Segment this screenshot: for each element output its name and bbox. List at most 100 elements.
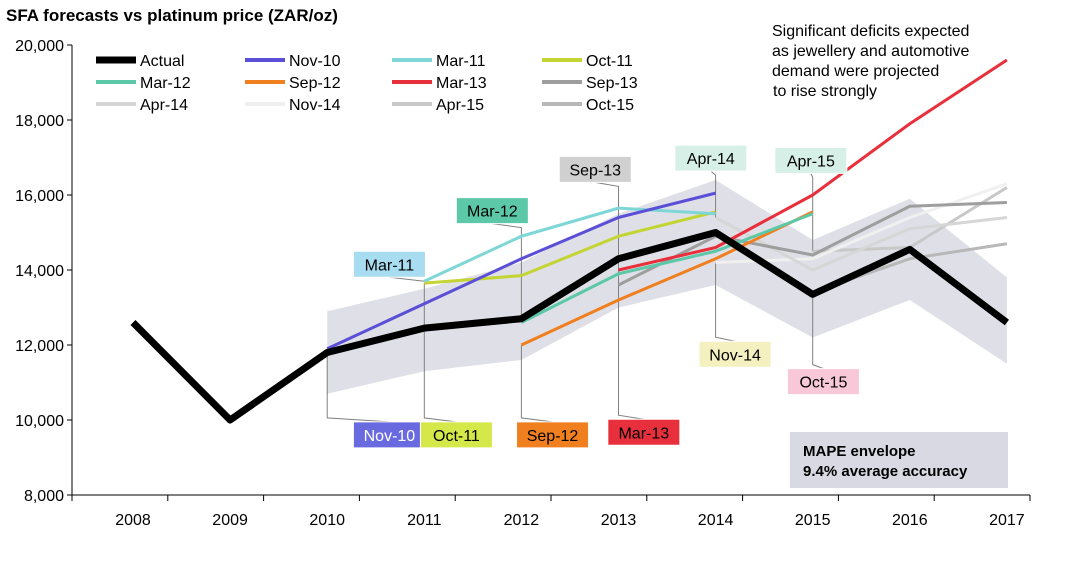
callout-mar-12: Mar-12 (455, 197, 529, 225)
callout-sep-12: Sep-12 (516, 421, 590, 449)
callout-leader (389, 276, 425, 282)
legend-label: Sep-13 (586, 75, 638, 92)
y-tick-label: 14,000 (15, 263, 64, 280)
callout-leader (326, 352, 390, 423)
legend-item-mar-12: Mar-12 (96, 75, 191, 92)
series-line-apr-14 (714, 216, 1008, 272)
callout-leader (595, 181, 619, 285)
legend-label: Apr-15 (436, 97, 484, 114)
y-tick-label: 16,000 (15, 188, 64, 205)
mape-title: MAPE envelope (803, 443, 916, 460)
envelope-band (327, 180, 1007, 394)
callout-labels: Nov-10 Mar-11 Oct-11 Mar-12 Sep-12 Mar-13 Sep-… (352, 144, 860, 449)
callout-label: Sep-13 (569, 162, 621, 179)
callout-nov-14: Nov-14 (698, 340, 772, 368)
y-tick-label: 18,000 (15, 113, 64, 130)
annotation-line: as jewellery and automotive (772, 43, 970, 60)
x-tick-label: 2013 (601, 512, 637, 529)
chart-title: SFA forecasts vs platinum price (ZAR/oz) (6, 6, 338, 25)
callout-label: Mar-12 (467, 204, 518, 221)
annotation-line: demand were projected (772, 63, 939, 80)
callout-box (419, 421, 493, 449)
x-tick-label: 2012 (504, 512, 540, 529)
callout-label: Oct-11 (433, 428, 480, 445)
series-lines (130, 58, 1010, 424)
series-line-nov-10 (326, 191, 716, 351)
callout-label: Nov-10 (364, 428, 416, 445)
x-tick-label: 2014 (698, 512, 734, 529)
legend-item-oct-11: Oct-11 (542, 53, 633, 70)
callout-mar-11: Mar-11 (352, 250, 426, 278)
x-tick-label: 2011 (407, 512, 442, 529)
annotation-line: Significant deficits expected (772, 23, 969, 40)
legend-item-nov-10: Nov-10 (245, 53, 341, 70)
y-tick-label: 12,000 (15, 338, 64, 355)
x-tick-label: 2017 (989, 512, 1025, 529)
axes: 8,000 10,000 12,000 14,000 16,000 18,000 20,00… (15, 38, 1031, 529)
legend-item-sep-13: Sep-13 (542, 75, 638, 92)
callout-oct-11: Oct-11 (419, 421, 493, 449)
legend-item-mar-13: Mar-13 (392, 75, 487, 92)
callout-label: Oct-15 (799, 375, 847, 392)
legend-item-apr-14: Apr-14 (96, 97, 188, 114)
callout-box (558, 155, 632, 183)
callout-box (774, 146, 848, 174)
y-tick-label: 10,000 (15, 413, 64, 430)
series-line-oct-11 (424, 210, 716, 285)
series-line-sep-13 (617, 201, 1007, 287)
mape-label: MAPE envelope 9.4% average accuracy (790, 432, 1008, 488)
callout-leader (812, 292, 824, 370)
legend-item-sep-12: Sep-12 (245, 75, 341, 92)
mape-box (790, 432, 1008, 488)
callout-box (455, 197, 529, 225)
callout-box (674, 144, 748, 172)
legend-label: Actual (140, 53, 184, 70)
legend-label: Mar-12 (140, 75, 191, 92)
legend-item-mar-11: Mar-11 (392, 53, 486, 70)
series-line-mar-13 (618, 58, 1008, 272)
callout-leader (715, 262, 736, 342)
series-line-sep-12 (520, 210, 814, 347)
callout-oct-15: Oct-15 (786, 368, 860, 396)
callout-label: Mar-13 (618, 425, 669, 442)
callout-box (698, 340, 772, 368)
callout-mar-13: Mar-13 (607, 418, 681, 446)
deficit-annotation: Significant deficits expected as jeweller… (772, 23, 970, 100)
x-tick-label: 2009 (212, 512, 248, 529)
annotation-line: to rise strongly (773, 83, 877, 100)
callout-box (607, 418, 681, 446)
callout-box (516, 421, 590, 449)
callout-apr-14: Apr-14 (674, 144, 748, 172)
callout-leader (618, 270, 644, 420)
callout-label: Nov-14 (709, 347, 761, 364)
legend-item-nov-14: Nov-14 (245, 97, 341, 114)
y-tick-label: 8,000 (24, 488, 64, 505)
mape-accuracy: 9.4% average accuracy (803, 463, 968, 480)
callout-leader (810, 173, 814, 252)
legend-label: Mar-13 (436, 75, 487, 92)
x-tick-label: 2015 (795, 512, 831, 529)
callout-label: Sep-12 (527, 428, 579, 445)
x-tick-label: 2010 (309, 512, 345, 529)
mape-envelope (327, 180, 1007, 394)
series-line-mar-12 (520, 212, 814, 324)
callout-box (786, 368, 860, 396)
callout-box (352, 250, 426, 278)
legend-item-actual: Actual (96, 53, 184, 70)
callout-label: Mar-11 (365, 257, 415, 274)
legend-label: Nov-14 (289, 97, 341, 114)
legend-label: Apr-14 (140, 97, 188, 114)
legend-label: Oct-11 (586, 53, 633, 70)
legend-label: Mar-11 (436, 53, 486, 70)
callout-leader (710, 170, 717, 218)
x-tick-label: 2016 (892, 512, 928, 529)
legend-label: Oct-15 (586, 97, 634, 114)
legend-label: Sep-12 (289, 75, 341, 92)
callout-label: Apr-15 (787, 153, 835, 170)
legend: Actual Nov-10 Mar-11 Oct-11 Mar-12 Sep-12 Mar-… (96, 53, 638, 114)
legend-item-apr-15: Apr-15 (392, 97, 484, 114)
callout-leader (520, 345, 553, 423)
y-tick-label: 20,000 (15, 38, 64, 55)
callout-apr-15: Apr-15 (774, 146, 848, 174)
